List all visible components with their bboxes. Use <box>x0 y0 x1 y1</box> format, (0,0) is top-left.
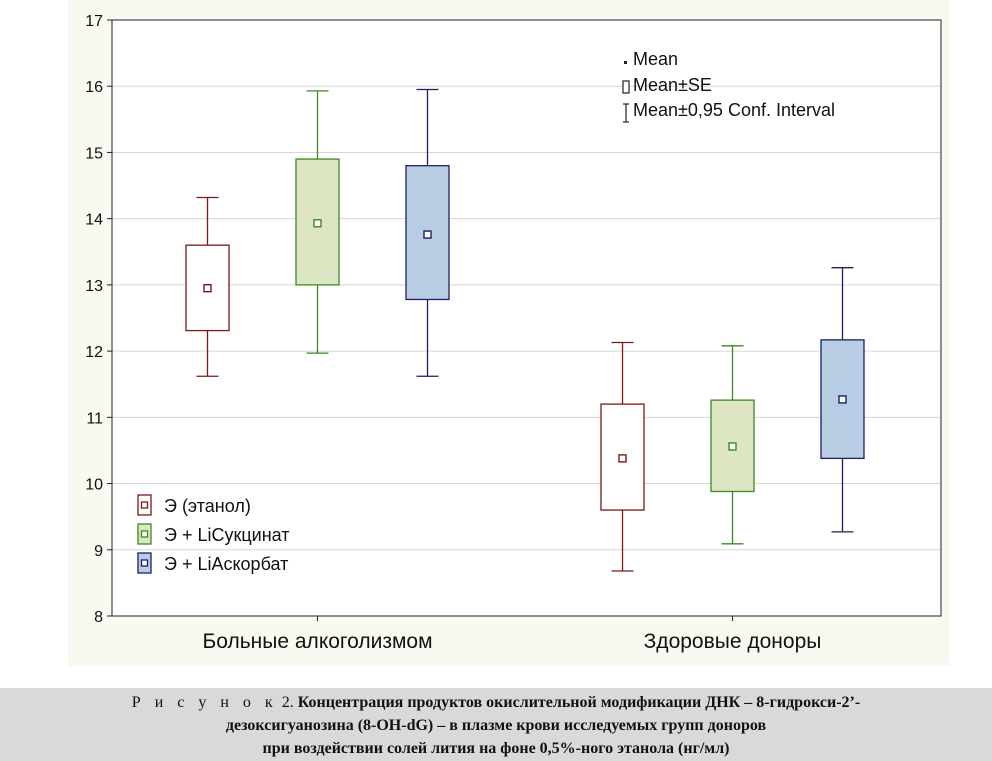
y-tick-label: 12 <box>85 344 103 361</box>
y-tick-label: 15 <box>85 145 103 162</box>
y-tick-label: 17 <box>85 13 103 30</box>
mean-marker <box>313 219 322 228</box>
x-category-label: Здоровые доноры <box>644 630 822 653</box>
stat-legend-label: Mean <box>633 49 678 69</box>
chart-panel: 8 9 10 11 12 13 14 15 16 17 Больные алкоголизмом Зд… <box>68 0 950 666</box>
boxplot-chart: 8 9 10 11 12 13 14 15 16 17 Больные алкоголизмом Зд… <box>85 13 942 653</box>
legend-label: Э + LiАскорбат <box>164 554 288 574</box>
caption-label: Р и с у н о к <box>131 694 278 711</box>
caption-text-1: Концентрация продуктов окислительной мод… <box>297 694 861 711</box>
plot-area <box>112 20 941 616</box>
x-category-label: Больные алкоголизмом <box>202 630 432 653</box>
legend-se-box <box>622 80 630 94</box>
figure-caption: Р и с у н о к 2. Концентрация продуктов … <box>0 688 992 761</box>
y-tick-label: 10 <box>85 477 103 494</box>
caption-line-3: при воздействии солей лития на фоне 0,5%… <box>0 737 992 760</box>
legend-marker <box>140 530 149 538</box>
legend-label: Э + LiСукцинат <box>164 525 290 545</box>
plot-frame <box>111 19 942 617</box>
y-tick-label: 11 <box>86 410 103 427</box>
caption-text-3: при воздействии солей лития на фоне 0,5%… <box>262 740 730 757</box>
caption-line-1: Р и с у н о к 2. Концентрация продуктов … <box>0 691 992 714</box>
stat-legend-label: Mean±SE <box>633 75 712 95</box>
legend-marker <box>140 501 149 509</box>
y-tick-label: 14 <box>85 212 103 229</box>
caption-text-2: дезоксигуанозина (8-OH-dG) – в плазме кр… <box>225 717 767 734</box>
mean-marker <box>423 230 432 239</box>
y-tick-label: 13 <box>85 278 103 295</box>
legend-mean-dot <box>624 61 627 64</box>
stat-legend-label: Mean±0,95 Conf. Interval <box>633 100 835 120</box>
mean-marker <box>618 454 627 463</box>
mean-marker <box>728 442 737 451</box>
mean-marker <box>203 284 212 293</box>
mean-marker <box>838 395 847 404</box>
y-tick-label: 8 <box>94 609 103 626</box>
caption-number: 2. <box>281 694 294 711</box>
legend-marker <box>140 559 149 567</box>
legend-label: Э (этанол) <box>164 496 251 516</box>
caption-line-2: дезоксигуанозина (8-OH-dG) – в плазме кр… <box>0 714 992 737</box>
y-tick-label: 16 <box>85 79 103 96</box>
y-tick-label: 9 <box>94 543 103 560</box>
